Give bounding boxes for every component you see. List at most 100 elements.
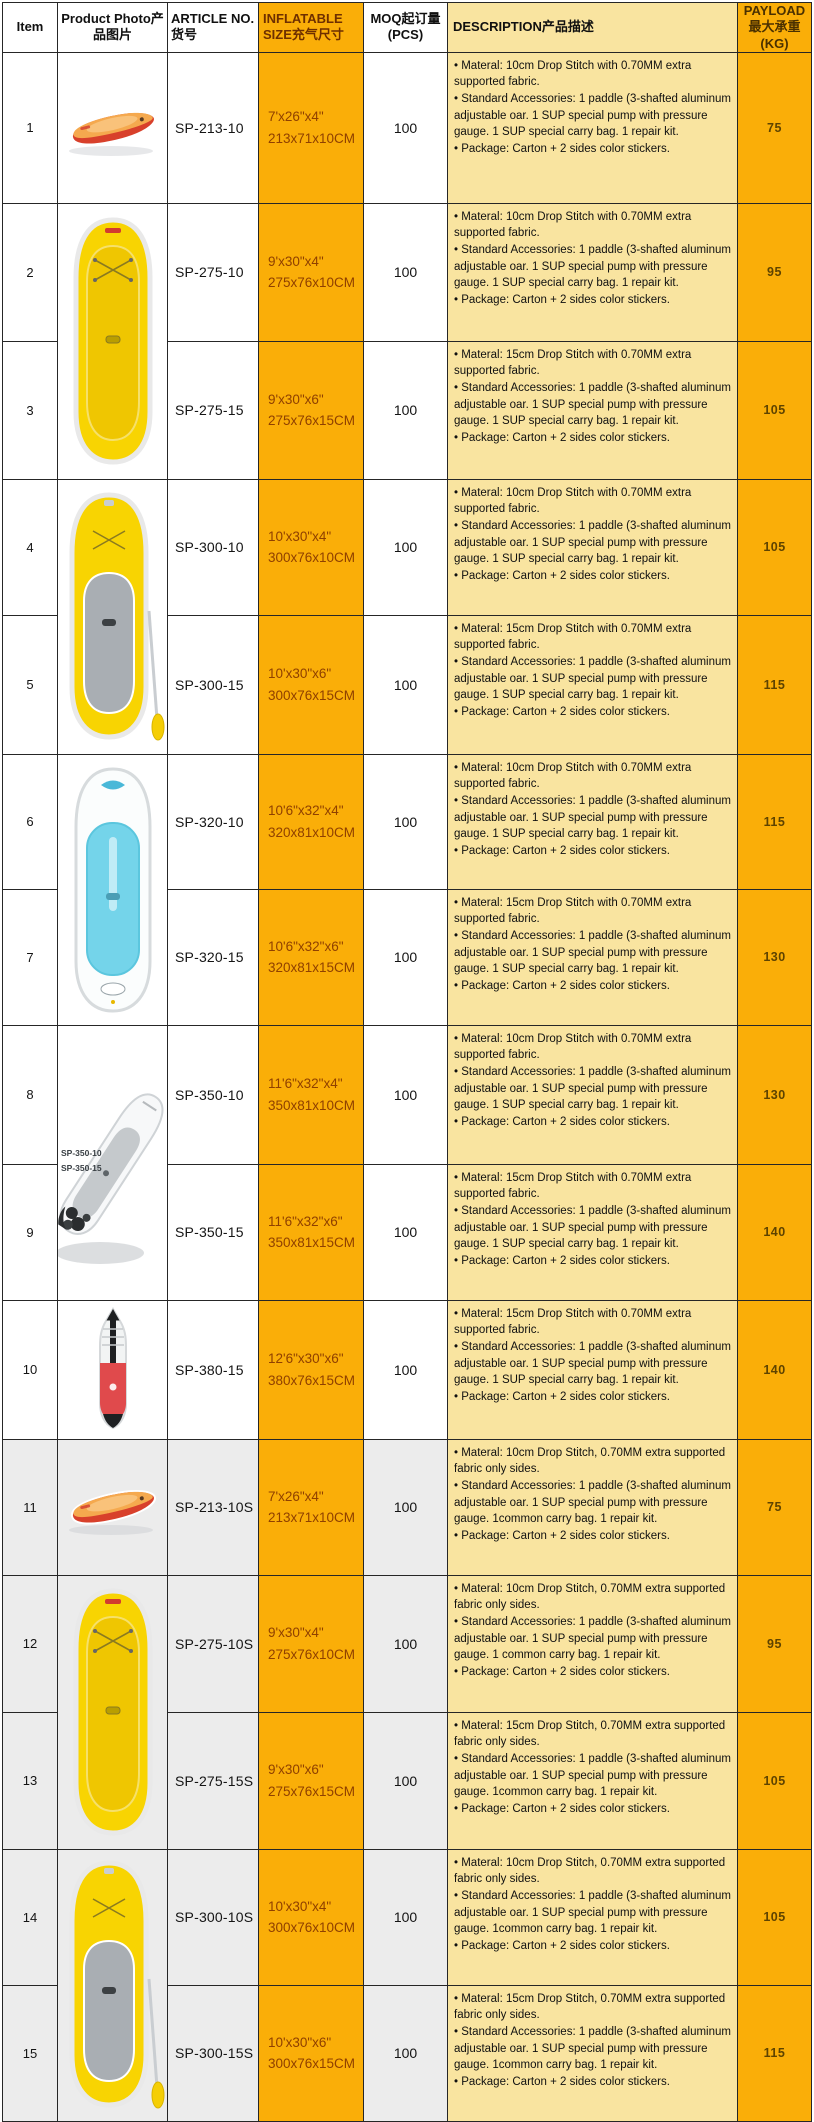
item-number-cell: 8: [2, 1024, 58, 1165]
inflatable-size-cell: 10'6"x32"x6" 320x81x15CM: [258, 888, 364, 1026]
item-number-cell: 10: [2, 1299, 58, 1440]
size-metric: 275x76x15CM: [268, 1783, 356, 1799]
description-line: • Package: Carton + 2 sides color sticke…: [454, 294, 670, 307]
item-number-cell: 15: [2, 1984, 58, 2122]
article-number-cell: SP-275-10: [167, 202, 259, 342]
yellow-board-photo: [59, 1587, 167, 1837]
description-line: • Materal: 15cm Drop Stitch with 0.70MM …: [454, 1307, 692, 1337]
description-line: • Materal: 15cm Drop Stitch with 0.70MM …: [454, 622, 692, 652]
photo-model-label: SP-350-10: [61, 1148, 102, 1159]
yellow-gray-board-photo: [59, 491, 167, 743]
description-line: • Package: Carton + 2 sides color sticke…: [454, 1530, 670, 1543]
payload-cell: 105: [737, 1848, 812, 1986]
size-imperial: 10'6"x32"x6": [268, 938, 344, 954]
table-row: 6 SP-320-10 10'6"x32"x4" 320x81x10CM 100 • Ma…: [2, 753, 812, 1026]
article-number-cell: SP-213-10S: [167, 1438, 259, 1576]
article-number-cell: SP-275-15S: [167, 1711, 259, 1850]
description-line: • Standard Accessories: 1 paddle (3-shaf…: [454, 244, 731, 290]
moq-cell: 100: [363, 1848, 448, 1986]
description-cell: • Materal: 15cm Drop Stitch with 0.70MM …: [447, 614, 738, 755]
description-line: • Package: Carton + 2 sides color sticke…: [454, 1116, 670, 1129]
description-line: • Package: Carton + 2 sides color sticke…: [454, 1666, 670, 1679]
product-photo-cell: [57, 202, 168, 480]
description-line: • Standard Accessories: 1 paddle (3-shaf…: [454, 1205, 731, 1251]
payload-cell: 105: [737, 478, 812, 616]
description-line: • Standard Accessories: 1 paddle (3-shaf…: [454, 1066, 731, 1112]
payload-cell: 105: [737, 340, 812, 480]
description-line: • Standard Accessories: 1 paddle (3-shaf…: [454, 382, 731, 428]
inflatable-size-cell: 10'x30"x4" 300x76x10CM: [258, 478, 364, 616]
size-metric: 320x81x15CM: [268, 960, 356, 976]
payload-cell: 115: [737, 1984, 812, 2122]
orange-sup-board-illustration: [68, 1490, 156, 1536]
moq-cell: 100: [363, 753, 448, 890]
size-imperial: 9'x30"x4": [268, 253, 324, 269]
inflatable-size-cell: 9'x30"x6" 275x76x15CM: [258, 340, 364, 480]
size-imperial: 10'x30"x6": [268, 2034, 332, 2050]
description-line: • Package: Carton + 2 sides color sticke…: [454, 845, 670, 858]
size-imperial: 7'x26"x4": [268, 1488, 324, 1504]
size-metric: 300x76x15CM: [268, 2056, 356, 2072]
article-number-cell: SP-300-10: [167, 478, 259, 616]
description-cell: • Materal: 15cm Drop Stitch with 0.70MM …: [447, 340, 738, 480]
article-number-cell: SP-300-15S: [167, 1984, 259, 2122]
description-line: • Materal: 15cm Drop Stitch with 0.70MM …: [454, 348, 692, 378]
description-line: • Materal: 15cm Drop Stitch, 0.70MM extr…: [454, 1992, 726, 2022]
size-imperial: 12'6"x30"x6": [268, 1351, 344, 1367]
moq-cell: 100: [363, 888, 448, 1026]
size-metric: 300x76x15CM: [268, 687, 356, 703]
payload-cell: 130: [737, 1024, 812, 1165]
description-line: • Package: Carton + 2 sides color sticke…: [454, 2076, 670, 2089]
item-number-cell: 12: [2, 1574, 58, 1713]
inflatable-size-cell: 7'x26"x4" 213x71x10CM: [258, 51, 364, 204]
size-metric: 300x76x10CM: [268, 1920, 356, 1936]
item-number-cell: 13: [2, 1711, 58, 1850]
inflatable-size-cell: 10'x30"x6" 300x76x15CM: [258, 614, 364, 755]
yellow-sup-board-illustration: [73, 1588, 152, 1836]
table-row: 14 SP-300-10S 10'x30"x4" 300x76x10CM 100 • Ma…: [2, 1848, 812, 2122]
description-cell: • Materal: 15cm Drop Stitch with 0.70MM …: [447, 1299, 738, 1440]
description-cell: • Materal: 15cm Drop Stitch with 0.70MM …: [447, 888, 738, 1026]
table-row: 1 SP-213-10 7'x26"x4" 213x71x10CM 100 • Mater…: [2, 51, 812, 204]
table-row: 2 SP-275-10 9'x30"x4" 275x76x10CM 100 • Mater…: [2, 202, 812, 480]
size-imperial: 10'x30"x4": [268, 1898, 332, 1914]
inflatable-size-cell: 12'6"x30"x6" 380x76x15CM: [258, 1299, 364, 1440]
description-cell: • Materal: 10cm Drop Stitch, 0.70MM extr…: [447, 1574, 738, 1713]
payload-cell: 115: [737, 753, 812, 890]
item-number-cell: 2: [2, 202, 58, 342]
product-photo-cell: SP-350-10 SP-350-15: [57, 1024, 168, 1301]
white-diagonal-board-photo: SP-350-10 SP-350-15: [58, 1027, 167, 1299]
size-imperial: 11'6"x32"x6": [268, 1213, 343, 1229]
payload-cell: 95: [737, 1574, 812, 1713]
header-moq: MOQ起订量 (PCS): [363, 2, 448, 53]
moq-cell: 100: [363, 1711, 448, 1850]
size-metric: 300x76x10CM: [268, 550, 356, 566]
table-row: 13 SP-275-15S 9'x30"x6" 275x76x15CM 100 • Mat…: [2, 1711, 812, 1850]
description-line: • Materal: 15cm Drop Stitch, 0.70MM extr…: [454, 1719, 726, 1749]
red-touring-sup-board-illustration: [98, 1306, 127, 1429]
yellow-gray-sup-board-illustration: [69, 492, 164, 741]
item-number-cell: 6: [2, 753, 58, 890]
size-metric: 213x71x10CM: [268, 130, 356, 146]
description-line: • Package: Carton + 2 sides color sticke…: [454, 570, 670, 583]
moq-cell: 100: [363, 202, 448, 342]
moq-cell: 100: [363, 1984, 448, 2122]
description-line: • Standard Accessories: 1 paddle (3-shaf…: [454, 1616, 731, 1662]
moq-cell: 100: [363, 1438, 448, 1576]
white-sup-board-illustration: [58, 1093, 164, 1264]
product-photo-cell: [57, 753, 168, 1026]
yellow-gray-board-photo: [59, 1859, 167, 2111]
description-line: • Standard Accessories: 1 paddle (3-shaf…: [454, 656, 731, 702]
article-number-cell: SP-275-15: [167, 340, 259, 480]
description-line: • Package: Carton + 2 sides color sticke…: [454, 432, 670, 445]
size-metric: 350x81x10CM: [268, 1097, 356, 1113]
header-description: DESCRIPTION产品描述: [447, 2, 738, 53]
size-metric: 380x76x15CM: [268, 1372, 356, 1388]
size-imperial: 9'x30"x6": [268, 391, 324, 407]
description-line: • Package: Carton + 2 sides color sticke…: [454, 706, 670, 719]
description-line: • Standard Accessories: 1 paddle (3-shaf…: [454, 1341, 731, 1387]
description-cell: • Materal: 15cm Drop Stitch with 0.70MM …: [447, 1163, 738, 1301]
inflatable-size-cell: 9'x30"x6" 275x76x15CM: [258, 1711, 364, 1850]
description-line: • Package: Carton + 2 sides color sticke…: [454, 1803, 670, 1816]
description-line: • Materal: 10cm Drop Stitch with 0.70MM …: [454, 486, 692, 516]
